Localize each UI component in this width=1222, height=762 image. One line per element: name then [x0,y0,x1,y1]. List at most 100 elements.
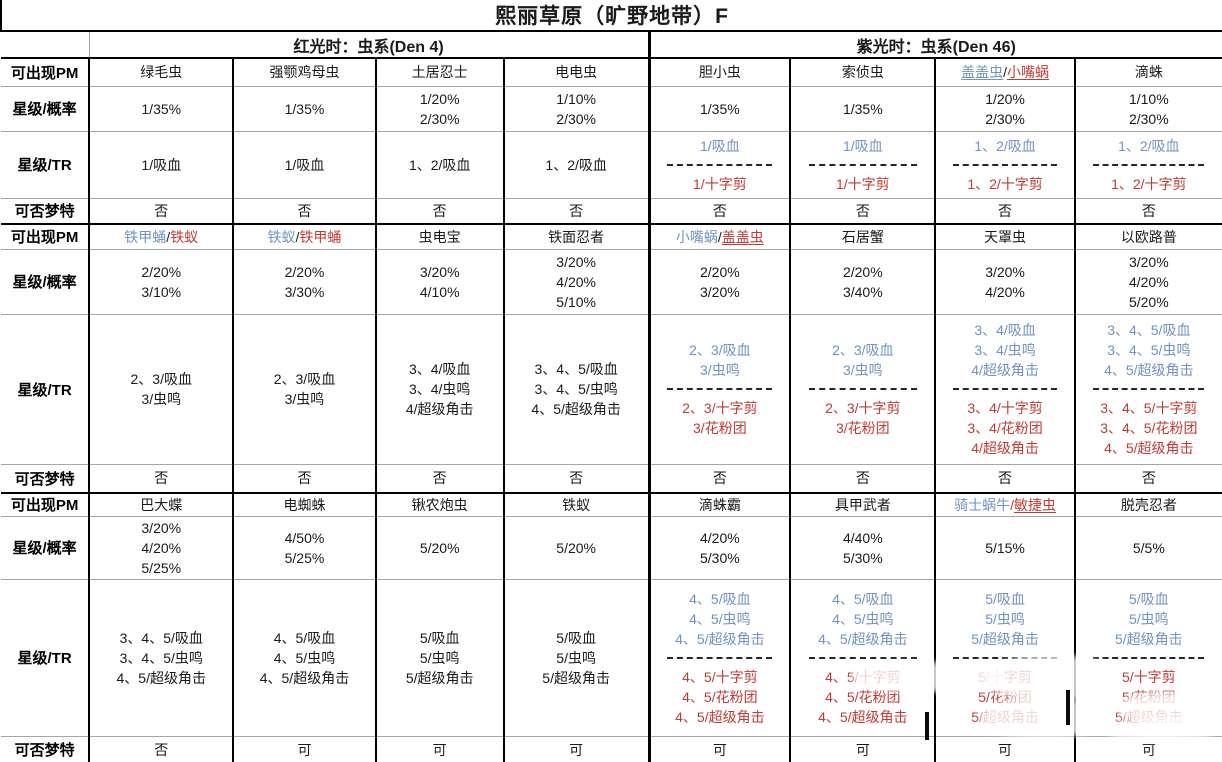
tr-move-blue: 4、5/吸血 [832,590,894,607]
star-probability: 1/20% [985,90,1025,107]
dashed-divider [1093,656,1205,659]
cell-tr: 1/吸血 [88,130,234,198]
star-probability: 2/20% [284,263,325,280]
dashed-divider [667,163,773,166]
tr-move: 5/虫鸣 [556,649,596,666]
row-label-tr: 星级/TR [1,130,90,198]
tr-move-red: 2、3/十字剪 [825,400,901,416]
pokemon-name: 铁面忍者 [548,228,605,245]
pokemon-name: 盖盖虫 [961,64,1004,81]
dashed-divider [1093,388,1205,390]
hidden-ability-flag: 否 [934,463,1075,493]
cell-pm: 小嘴蜗/盖盖虫 [647,223,791,249]
hidden-ability-flag: 否 [374,197,504,224]
tr-move-blue: 2、3/吸血 [689,342,751,358]
cell-pm: 铁面忍者 [502,223,649,249]
dashed-divider [1093,163,1205,166]
cell-pm: 滴蛛霸 [647,492,791,516]
cell-prob: 2/20% 3/30% [232,248,376,314]
cell-pm: 铁甲蛹/铁蚁 [88,223,234,249]
pokemon-name: 绿毛虫 [140,64,183,81]
tr-move-blue: 5/吸血 [1128,590,1169,607]
pokemon-name: / [717,228,722,245]
dashed-divider [953,163,1057,166]
star-probability: 4/20% [1128,273,1169,290]
pokemon-name: 敏捷虫 [1013,496,1056,513]
cell-tr: 3、4/吸血 3、4/虫鸣 4/超级角击 3、4/十字剪 3、4/花粉团 4/超级角击 [934,313,1075,464]
cell-pm: 铁蚁/铁甲蛹 [232,223,376,249]
star-probability: 2/30% [419,110,460,127]
cell-tr: 1、2/吸血 [502,130,649,198]
tr-move: 5/吸血 [419,629,460,646]
tr-move-red: 4、5/超级角击 [818,708,908,725]
row-label-dream: 可否梦特 [1,735,90,762]
cell-prob: 4/50% 5/25% [232,515,376,579]
tr-move: 2、3/吸血 [273,371,336,387]
tr-move-blue: 3/虫鸣 [842,362,883,378]
pokemon-name: 虫电宝 [418,228,461,245]
cell-tr: 3、4、5/吸血 3、4、5/虫鸣 4、5/超级角击 [502,313,649,464]
tr-move-blue: 5/超级角击 [1114,630,1183,647]
row-tr: 星级/TR 3、4、5/吸血 3、4、5/虫鸣 4、5/超级角击 4、5/吸血 4、5/虫… [1,578,1222,736]
pokemon-name: / [166,228,171,245]
tr-move-red: 4、5/十字剪 [682,668,758,685]
cell-prob: 3/20% 4/10% [374,248,504,314]
cell-prob: 3/20% 4/20% [934,248,1075,314]
tr-move: 4、5/超级角击 [116,669,206,686]
tr-move-blue: 5/虫鸣 [1128,610,1169,627]
pokemon-name: 天罩虫 [984,228,1027,245]
hidden-ability-flag: 否 [647,197,791,224]
pokemon-name: 铁蚁 [562,496,591,513]
row-pm: 可出现PM 巴大蝶 电蜘蛛 锹农炮虫 铁蚁 滴蛛霸 具甲武者 骑士蜗牛/敏捷虫 脱壳忍者 [1,492,1222,516]
pokemon-name: 小嘴蜗 [675,228,718,245]
tr-move-red: 4、5/超级角击 [675,708,765,725]
row-label-prob: 星级/概率 [1,515,90,579]
tr-move-blue: 3、4/虫鸣 [974,342,1036,358]
tr-move: 4、5/虫鸣 [273,649,336,666]
dashed-divider [808,656,918,659]
pokemon-name: 土居忍士 [411,64,468,81]
tr-move-red: 5/花粉团 [978,688,1032,705]
page-title: 熙丽草原（旷野地带）F [0,0,1222,32]
tr-move-red: 4、5/十字剪 [825,668,901,685]
star-probability: 4/20% [985,283,1025,300]
tr-move-blue: 4/超级角击 [971,362,1039,378]
cell-prob: 1/20% 2/30% [374,85,504,131]
pokemon-name: 铁蚁 [170,228,199,245]
cell-tr: 2、3/吸血 3/虫鸣 [232,313,376,464]
star-probability: 5/20% [419,539,460,556]
star-probability: 4/10% [419,283,460,300]
tr-move-blue: 4、5/吸血 [689,590,751,607]
cell-pm: 天罩虫 [934,223,1075,249]
cell-prob: 1/10% 2/30% [502,85,649,131]
hidden-ability-flag: 否 [934,197,1075,224]
cell-pm: 虫电宝 [374,223,504,249]
row-label-pm: 可出现PM [1,223,90,249]
cell-tr: 3、4、5/吸血 3、4、5/虫鸣 4、5/超级角击 3、4、5/十字剪 3、4、5/花… [1073,313,1222,464]
dashed-divider [808,388,918,390]
cell-pm: 盖盖虫/小嘴蜗 [934,57,1075,86]
tr-move-blue: 3、4/吸血 [974,322,1036,338]
cell-tr: 5/吸血 5/虫鸣 5/超级角击 5/十字剪 5/花粉团 5/超级角击 [934,578,1075,736]
hidden-ability-flag: 否 [1073,463,1222,493]
pokemon-name: / [295,228,300,245]
row-dream: 可否梦特否否否否否否否否 [1,463,1222,493]
cell-prob: 2/20% 3/20% [647,248,791,314]
cell-pm: 电电虫 [502,57,649,86]
cell-tr: 5/吸血 5/虫鸣 5/超级角击 5/十字剪 5/花粉团 5/超级角击 [1073,578,1222,736]
hidden-ability-flag: 否 [502,197,649,224]
star-probability: 5/25% [141,559,182,576]
hidden-ability-flag: 否 [88,197,234,224]
hidden-ability-flag: 否 [789,463,936,493]
cell-tr: 5/吸血 5/虫鸣 5/超级角击 [374,578,504,736]
star-probability: 3/10% [141,283,182,300]
tr-move-red: 5/花粉团 [1121,688,1176,705]
star-probability: 5/20% [556,539,596,556]
star-probability: 4/20% [700,529,740,546]
pokemon-name: 脱壳忍者 [1120,496,1177,513]
cell-tr: 4、5/吸血 4、5/虫鸣 4、5/超级角击 4、5/十字剪 4、5/花粉团 4、5/超级… [647,578,791,736]
cell-pm: 强颚鸡母虫 [232,57,376,86]
cell-pm: 锹农炮虫 [374,492,504,516]
hidden-ability-flag: 可 [232,735,376,762]
